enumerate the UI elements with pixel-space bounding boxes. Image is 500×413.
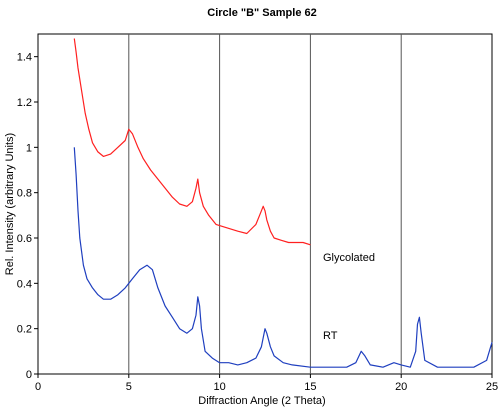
plot-area [37, 33, 493, 375]
series-label-rt: RT [323, 330, 338, 342]
series-label-glycolated: Glycolated [323, 252, 375, 264]
y-tick-label: 1.2 [17, 97, 32, 109]
series-line-glycolated [73, 38, 311, 246]
y-tick-label: 0.4 [17, 278, 32, 290]
x-tick-label: 20 [395, 381, 407, 393]
axis-ticks: 0 5 10 15 20 25 0 0.2 0.4 0.6 0.8 1 1.2 1.4 [17, 52, 498, 393]
series-layer [73, 38, 493, 368]
series-line-rt [73, 147, 493, 368]
y-tick-label: 1 [26, 142, 32, 154]
y-tick-label: 1.4 [17, 52, 32, 64]
x-tick-label: 5 [126, 381, 132, 393]
y-tick-label: 0 [26, 369, 32, 381]
y-tick-label: 0.2 [17, 324, 32, 336]
x-tick-label: 0 [35, 381, 41, 393]
gridlines [128, 34, 402, 374]
chart-title: Circle "B" Sample 62 [207, 7, 316, 19]
x-tick-label: 10 [213, 381, 225, 393]
y-axis-title: Rel. Intensity (arbitrary Units) [4, 133, 16, 275]
y-tick-label: 0.8 [17, 188, 32, 200]
x-tick-label: 15 [304, 381, 316, 393]
x-axis-title: Diffraction Angle (2 Theta) [198, 395, 325, 407]
x-tick-label: 25 [486, 381, 498, 393]
y-tick-label: 0.6 [17, 233, 32, 245]
